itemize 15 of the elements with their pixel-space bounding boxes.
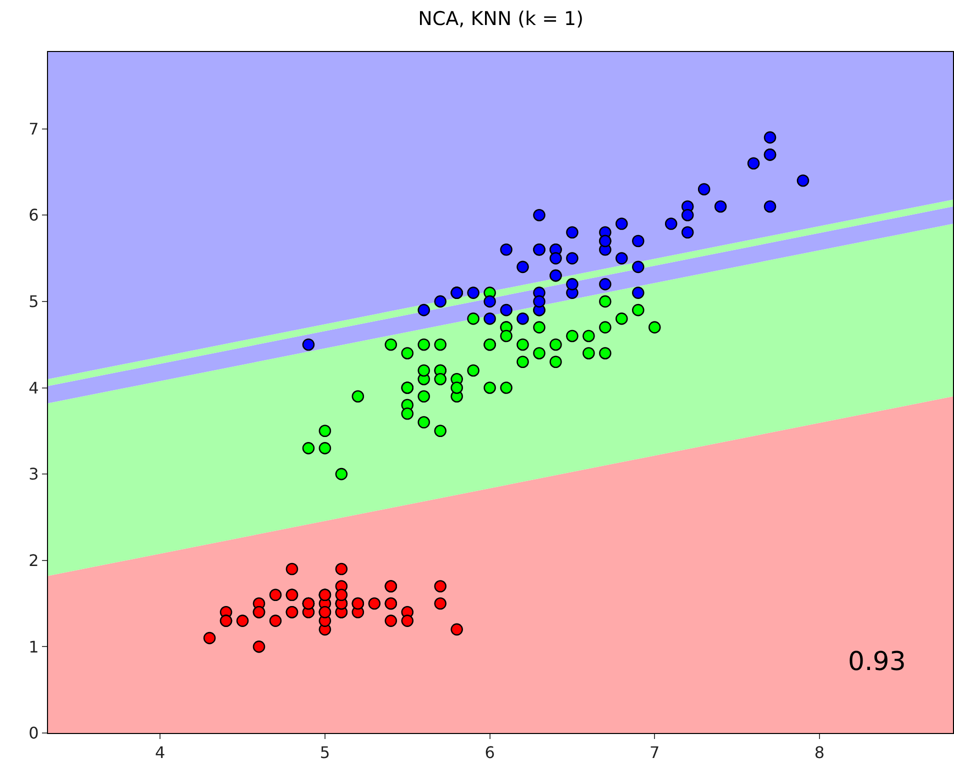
y-tick-label: 3 xyxy=(28,464,39,484)
y-tick-label: 1 xyxy=(28,637,39,656)
y-tick-label: 2 xyxy=(28,550,39,570)
y-tick-label: 4 xyxy=(28,378,39,398)
y-tick-label: 5 xyxy=(28,292,39,312)
chart-title: NCA, KNN (k = 1) xyxy=(418,8,584,30)
y-tick-label: 0 xyxy=(28,724,39,743)
y-tick-label: 6 xyxy=(28,206,39,225)
x-tick-label: 8 xyxy=(814,743,825,762)
x-tick-label: 5 xyxy=(320,743,330,762)
annotation: 0.93 xyxy=(848,647,906,677)
x-tick-label: 7 xyxy=(650,743,660,762)
x-tick-label: 6 xyxy=(484,743,495,762)
x-tick-label: 4 xyxy=(154,743,166,762)
y-tick-label: 7 xyxy=(28,119,39,138)
